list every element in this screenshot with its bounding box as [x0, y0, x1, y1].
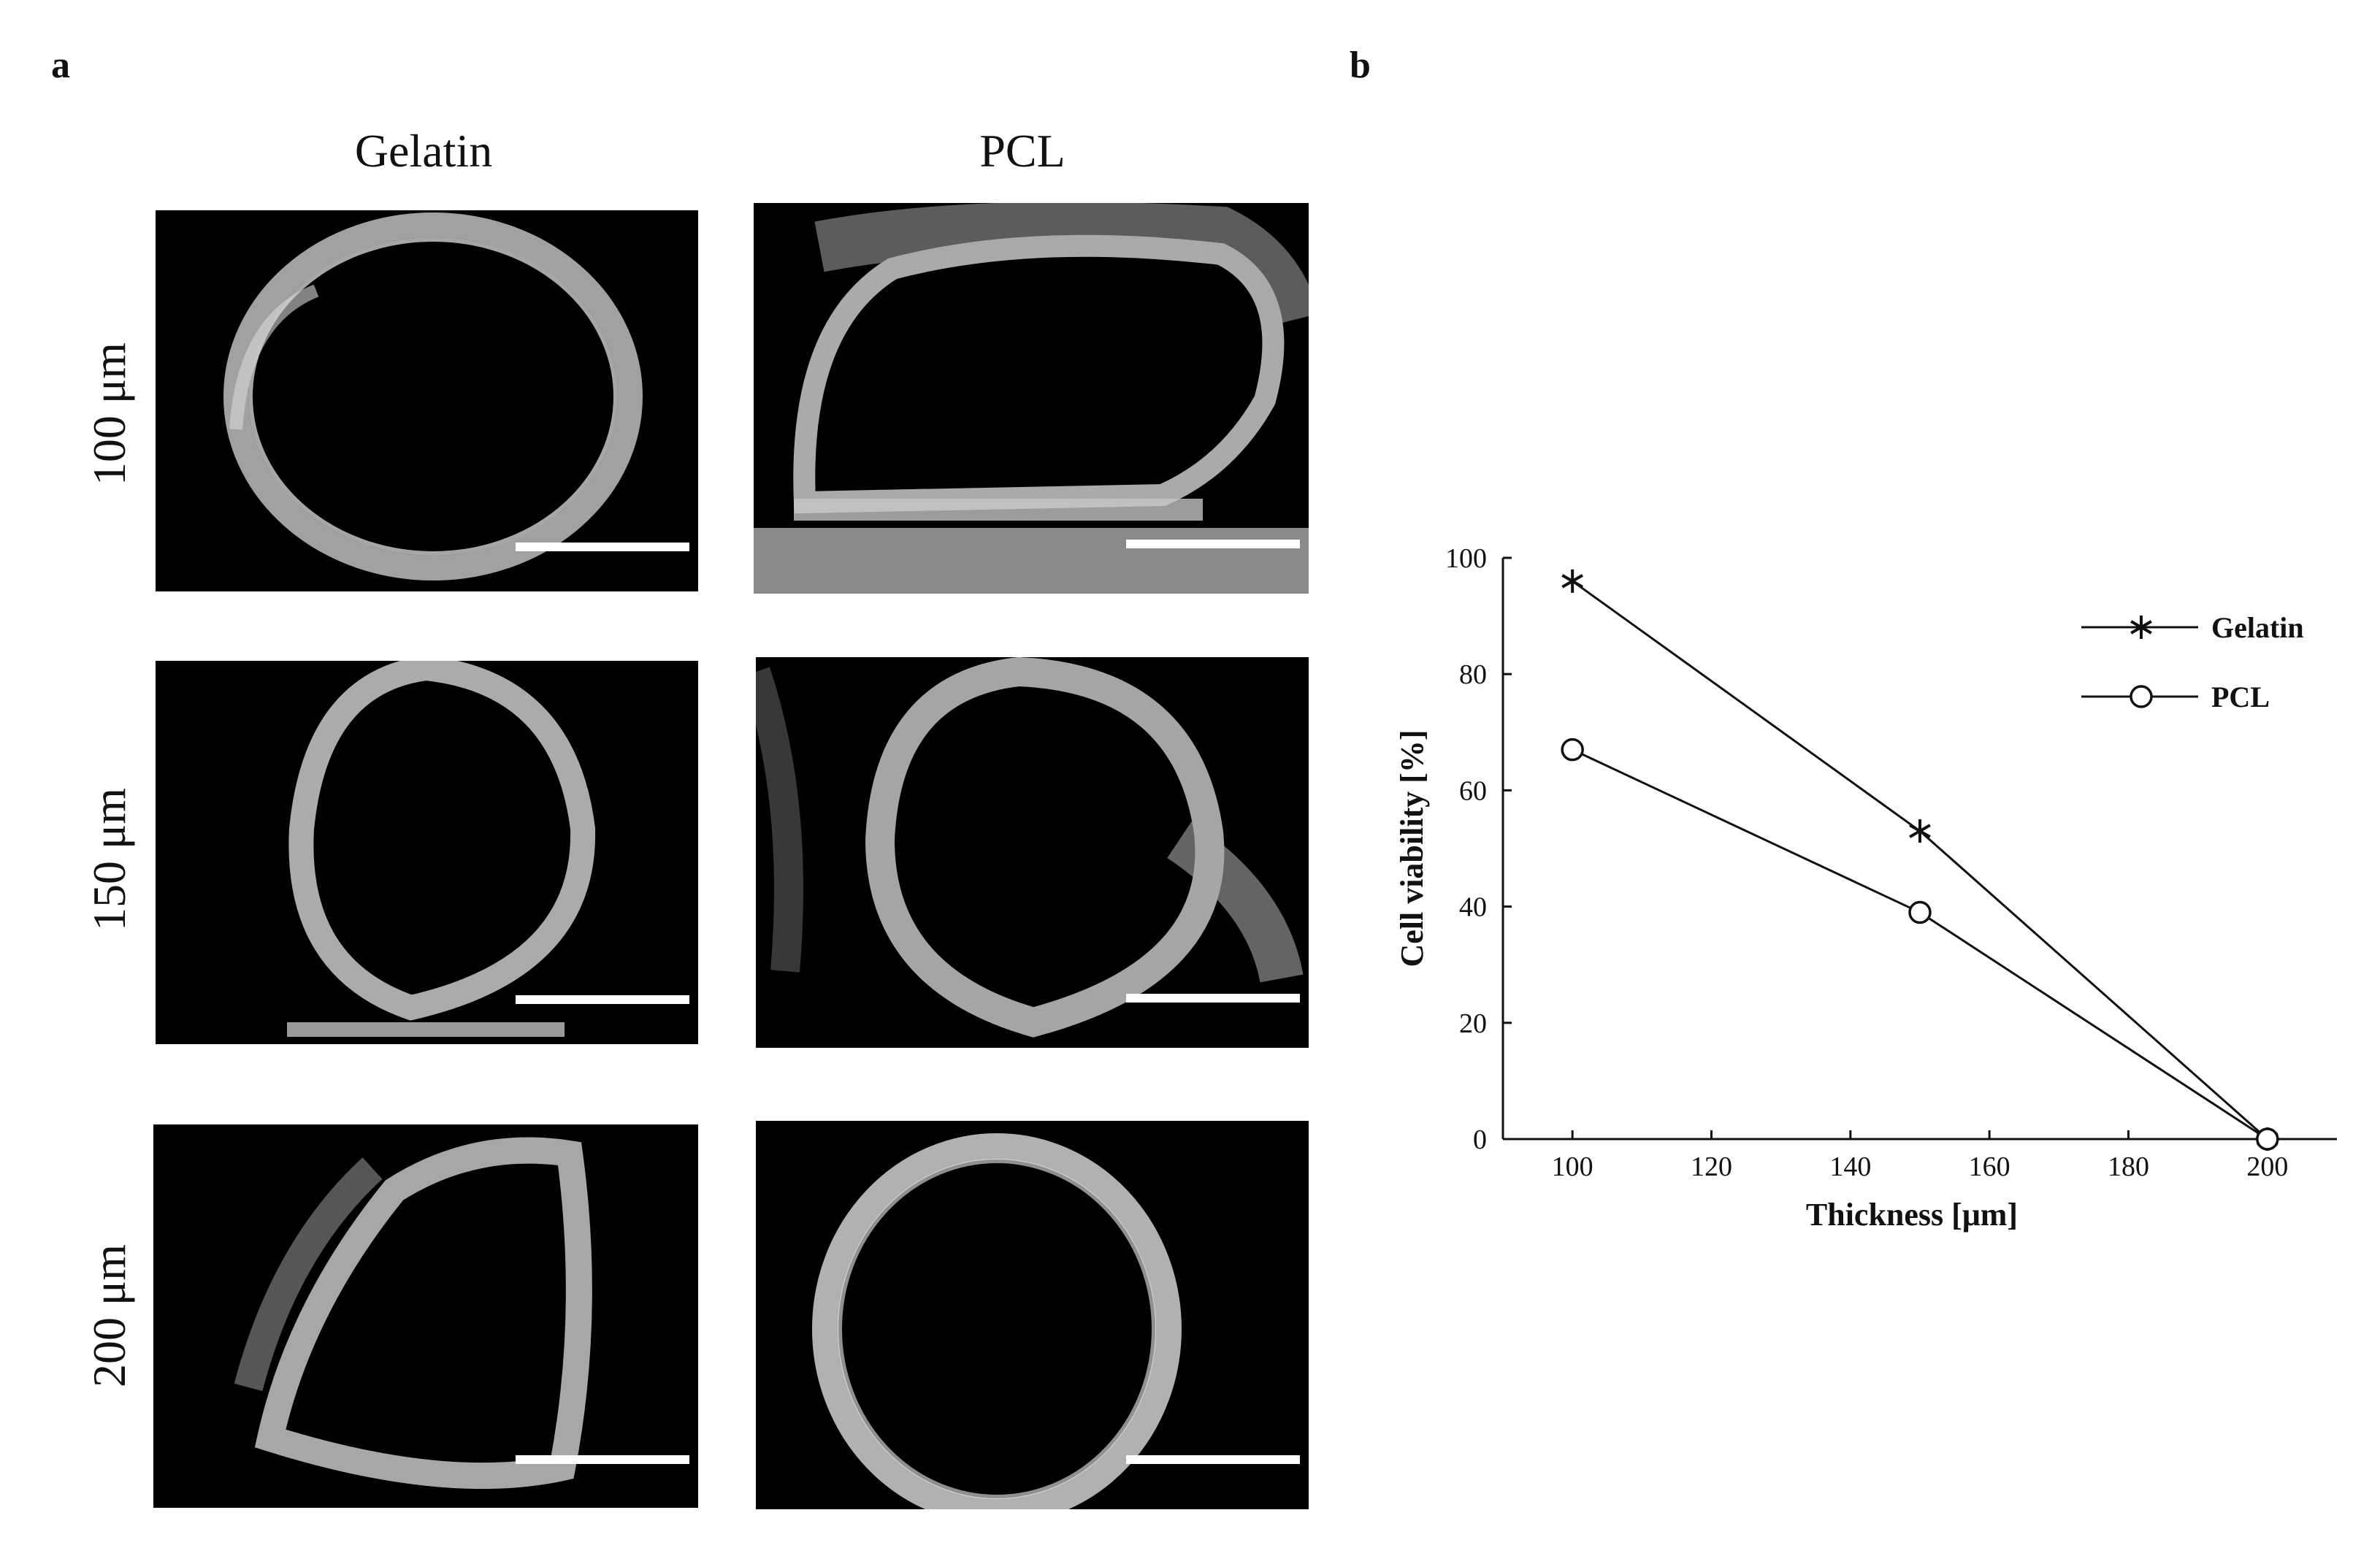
sem-image-gelatin-200 — [153, 1124, 698, 1508]
sem-image-gelatin-100 — [156, 210, 698, 591]
series-line-gelatin — [1572, 580, 2268, 1141]
y-tick-label: 40 — [1459, 892, 1487, 923]
y-tick-label: 0 — [1473, 1124, 1487, 1155]
sem-image-pcl-150 — [756, 657, 1309, 1048]
data-point-pcl — [2256, 1127, 2279, 1151]
legend-marker-gelatin — [2130, 616, 2152, 639]
y-axis-label: Cell viability [%] — [1394, 729, 1430, 967]
scale-bar — [1126, 1455, 1300, 1464]
column-header-gelatin: Gelatin — [354, 125, 493, 177]
sem-image-pcl-100 — [754, 203, 1309, 594]
row-label-150: 150 μm — [83, 787, 135, 932]
scale-bar — [516, 543, 689, 551]
scale-bar — [516, 1455, 689, 1464]
x-tick-label: 140 — [1829, 1151, 1871, 1182]
data-point-gelatin — [1561, 569, 1584, 593]
x-tick-label: 200 — [2246, 1151, 2288, 1182]
legend-label-gelatin: Gelatin — [2211, 611, 2304, 644]
series-line-pcl — [1572, 748, 2268, 1141]
sem-image-pcl-200 — [756, 1121, 1309, 1509]
y-tick-label: 20 — [1459, 1008, 1487, 1039]
row-label-100: 100 μm — [83, 342, 135, 486]
y-tick-label: 100 — [1445, 543, 1487, 574]
panel-a-letter: a — [51, 45, 70, 86]
x-tick-label: 100 — [1552, 1151, 1593, 1182]
column-header-pcl: PCL — [979, 125, 1065, 177]
data-point-pcl — [1561, 737, 1584, 762]
legend-marker-pcl — [2130, 685, 2153, 708]
scale-bar — [1126, 994, 1300, 1003]
scale-bar — [1126, 540, 1300, 548]
scale-bar — [516, 995, 689, 1004]
data-point-pcl — [1908, 900, 1932, 924]
sem-image-gelatin-150 — [156, 661, 698, 1044]
chart-svg: 100 120 140 160 180 200 0 20 40 60 80 100 Thickness … — [1394, 543, 2337, 1233]
data-point-gelatin — [1909, 819, 1931, 843]
y-tick-label: 60 — [1459, 775, 1487, 806]
row-label-200: 200 μm — [83, 1243, 135, 1388]
panel-b-letter: b — [1350, 45, 1371, 86]
x-tick-label: 160 — [1969, 1151, 2010, 1182]
x-tick-label: 180 — [2108, 1151, 2149, 1182]
legend-label-pcl: PCL — [2211, 681, 2270, 713]
x-axis-label: Thickness [μm] — [1806, 1197, 2018, 1233]
x-tick-label: 120 — [1691, 1151, 1732, 1182]
cell-viability-chart: 100 120 140 160 180 200 0 20 40 60 80 100 Thickness … — [1373, 526, 2352, 1256]
y-tick-label: 80 — [1459, 659, 1487, 690]
